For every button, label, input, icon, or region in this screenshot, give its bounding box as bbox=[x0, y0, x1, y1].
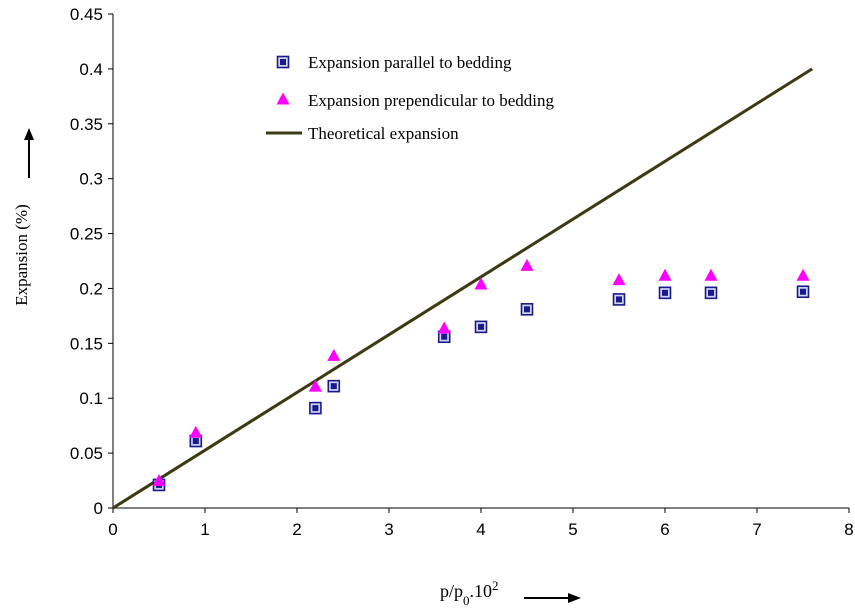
x-tick-label: 4 bbox=[476, 520, 485, 539]
perpendicular-data-point bbox=[437, 321, 451, 334]
y-tick-label: 0.3 bbox=[79, 170, 103, 189]
perpendicular-data-point bbox=[520, 258, 534, 271]
parallel-data-point bbox=[612, 293, 626, 306]
y-tick-label: 0.4 bbox=[79, 60, 103, 79]
parallel-data-point bbox=[327, 379, 341, 393]
parallel-data-point bbox=[520, 303, 534, 316]
legend: Expansion parallel to bedding Expansion p… bbox=[266, 53, 554, 143]
legend-triangle-marker bbox=[276, 92, 290, 105]
perpendicular-data-point bbox=[658, 268, 672, 281]
perpendicular-data-point bbox=[308, 379, 322, 392]
series-layer bbox=[112, 67, 813, 510]
x-axis-label-base: p/p bbox=[440, 581, 463, 601]
x-axis-label: p/p0.102 bbox=[440, 578, 499, 608]
y-axis-label: Expansion (%) bbox=[12, 204, 31, 306]
legend-label: Expansion parallel to bedding bbox=[308, 53, 512, 72]
y-tick-label: 0.45 bbox=[70, 5, 103, 24]
y-axis-arrow bbox=[24, 128, 34, 178]
legend-label: Theoretical expansion bbox=[308, 124, 459, 143]
y-tick-label: 0 bbox=[94, 499, 103, 518]
perpendicular-data-point bbox=[474, 277, 488, 290]
x-axis-arrow bbox=[524, 593, 581, 603]
parallel-data-point bbox=[474, 320, 488, 334]
perpendicular-data-point bbox=[327, 348, 341, 361]
perpendicular-data-point bbox=[152, 474, 166, 487]
perpendicular-data-point bbox=[704, 268, 718, 281]
perpendicular-data-point bbox=[189, 425, 203, 438]
x-tick-label: 2 bbox=[292, 520, 301, 539]
perpendicular-data-point bbox=[612, 273, 626, 286]
x-tick-label: 5 bbox=[568, 520, 577, 539]
x-axis-label-mid: .10 bbox=[470, 581, 493, 601]
y-tick-label: 0.05 bbox=[70, 444, 103, 463]
legend-square-marker bbox=[276, 55, 290, 69]
y-tick-label: 0.35 bbox=[70, 115, 103, 134]
parallel-data-point bbox=[658, 286, 672, 300]
y-tick-label: 0.15 bbox=[70, 334, 103, 353]
x-tick-label: 0 bbox=[108, 520, 117, 539]
y-tick-label: 0.2 bbox=[79, 279, 103, 298]
legend-label: Expansion prependicular to bedding bbox=[308, 91, 554, 110]
x-axis-label-sup: 2 bbox=[492, 578, 499, 593]
x-tick-label: 1 bbox=[200, 520, 209, 539]
y-tick-label: 0.1 bbox=[79, 389, 103, 408]
parallel-data-point bbox=[309, 401, 322, 415]
x-axis-label-sub: 0 bbox=[463, 593, 470, 608]
parallel-data-point bbox=[796, 285, 810, 299]
x-tick-label: 7 bbox=[752, 520, 761, 539]
y-ticks: 0 0.05 0.1 0.15 0.2 0.25 0.3 0.35 0.4 0.45 bbox=[70, 5, 113, 518]
x-tick-label: 6 bbox=[660, 520, 669, 539]
theoretical-expansion-line bbox=[112, 67, 813, 510]
y-tick-label: 0.25 bbox=[70, 225, 103, 244]
x-tick-label: 8 bbox=[844, 520, 853, 539]
perpendicular-data-point bbox=[796, 268, 810, 281]
x-tick-label: 3 bbox=[384, 520, 393, 539]
parallel-data-point bbox=[704, 286, 718, 300]
x-ticks: 0 1 2 3 4 5 6 7 8 bbox=[108, 508, 854, 539]
